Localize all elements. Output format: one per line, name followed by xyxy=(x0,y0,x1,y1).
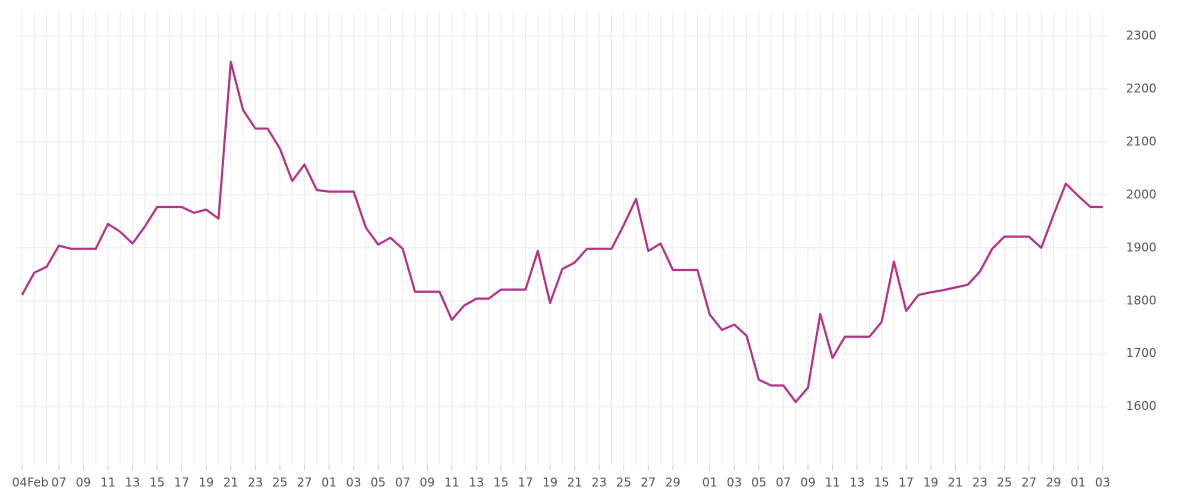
x-tick-label: 25 xyxy=(272,476,287,490)
x-tick-label: 09 xyxy=(800,476,815,490)
x-tick-label: 13 xyxy=(125,476,140,490)
x-tick-label: 11 xyxy=(100,476,115,490)
data-line xyxy=(21,60,1103,404)
x-tick-label: 03 xyxy=(346,476,361,490)
y-tick-label: 1800 xyxy=(1126,293,1157,307)
y-tick-label: 1900 xyxy=(1126,240,1157,254)
x-tick-label: 03 xyxy=(727,476,742,490)
y-tick-label: 1600 xyxy=(1126,399,1157,413)
x-tick-label: 05 xyxy=(371,476,386,490)
x-tick-label: 19 xyxy=(199,476,214,490)
x-tick-label: 09 xyxy=(420,476,435,490)
x-tick-label: 27 xyxy=(641,476,656,490)
x-tick-label: 01 xyxy=(702,476,717,490)
x-tick-label: 17 xyxy=(518,476,533,490)
x-tick-label: 13 xyxy=(469,476,484,490)
y-tick-label: 1700 xyxy=(1126,346,1157,360)
x-tick-label: 19 xyxy=(542,476,557,490)
x-tick-label: 29 xyxy=(1046,476,1061,490)
x-tick-label: 19 xyxy=(923,476,938,490)
x-tick-label: 21 xyxy=(948,476,963,490)
x-tick-label: 21 xyxy=(567,476,582,490)
x-tick-label: 17 xyxy=(174,476,189,490)
x-tick-label: 17 xyxy=(899,476,914,490)
x-tick-label: 29 xyxy=(665,476,680,490)
x-tick-label: 01 xyxy=(321,476,336,490)
y-tick-label: 2100 xyxy=(1126,134,1157,148)
x-tick-label: 27 xyxy=(1021,476,1036,490)
x-tick-label: 01 xyxy=(1070,476,1085,490)
y-tick-label: 2000 xyxy=(1126,187,1157,201)
x-tick-label: 15 xyxy=(149,476,164,490)
x-tick-label: 21 xyxy=(223,476,238,490)
x-tick-label: 15 xyxy=(874,476,889,490)
x-tick-label: 27 xyxy=(297,476,312,490)
x-tick-label: 23 xyxy=(972,476,987,490)
x-tick-label: 23 xyxy=(592,476,607,490)
y-tick-label: 2200 xyxy=(1126,81,1157,95)
x-tick-label: 07 xyxy=(776,476,791,490)
x-tick-label: 09 xyxy=(76,476,91,490)
x-tick-label: 15 xyxy=(493,476,508,490)
x-tick-label: 11 xyxy=(444,476,459,490)
x-tick-label: 25 xyxy=(616,476,631,490)
x-tick-label: 23 xyxy=(248,476,263,490)
x-tick-label: 04Feb xyxy=(12,476,49,490)
x-tick-label: 25 xyxy=(997,476,1012,490)
x-tick-label: 13 xyxy=(849,476,864,490)
x-tick-label: 07 xyxy=(395,476,410,490)
y-tick-label: 2300 xyxy=(1126,28,1157,42)
x-tick-label: 03 xyxy=(1095,476,1110,490)
x-tick-label: 07 xyxy=(51,476,66,490)
x-tick-label: 11 xyxy=(825,476,840,490)
x-tick-label: 05 xyxy=(751,476,766,490)
